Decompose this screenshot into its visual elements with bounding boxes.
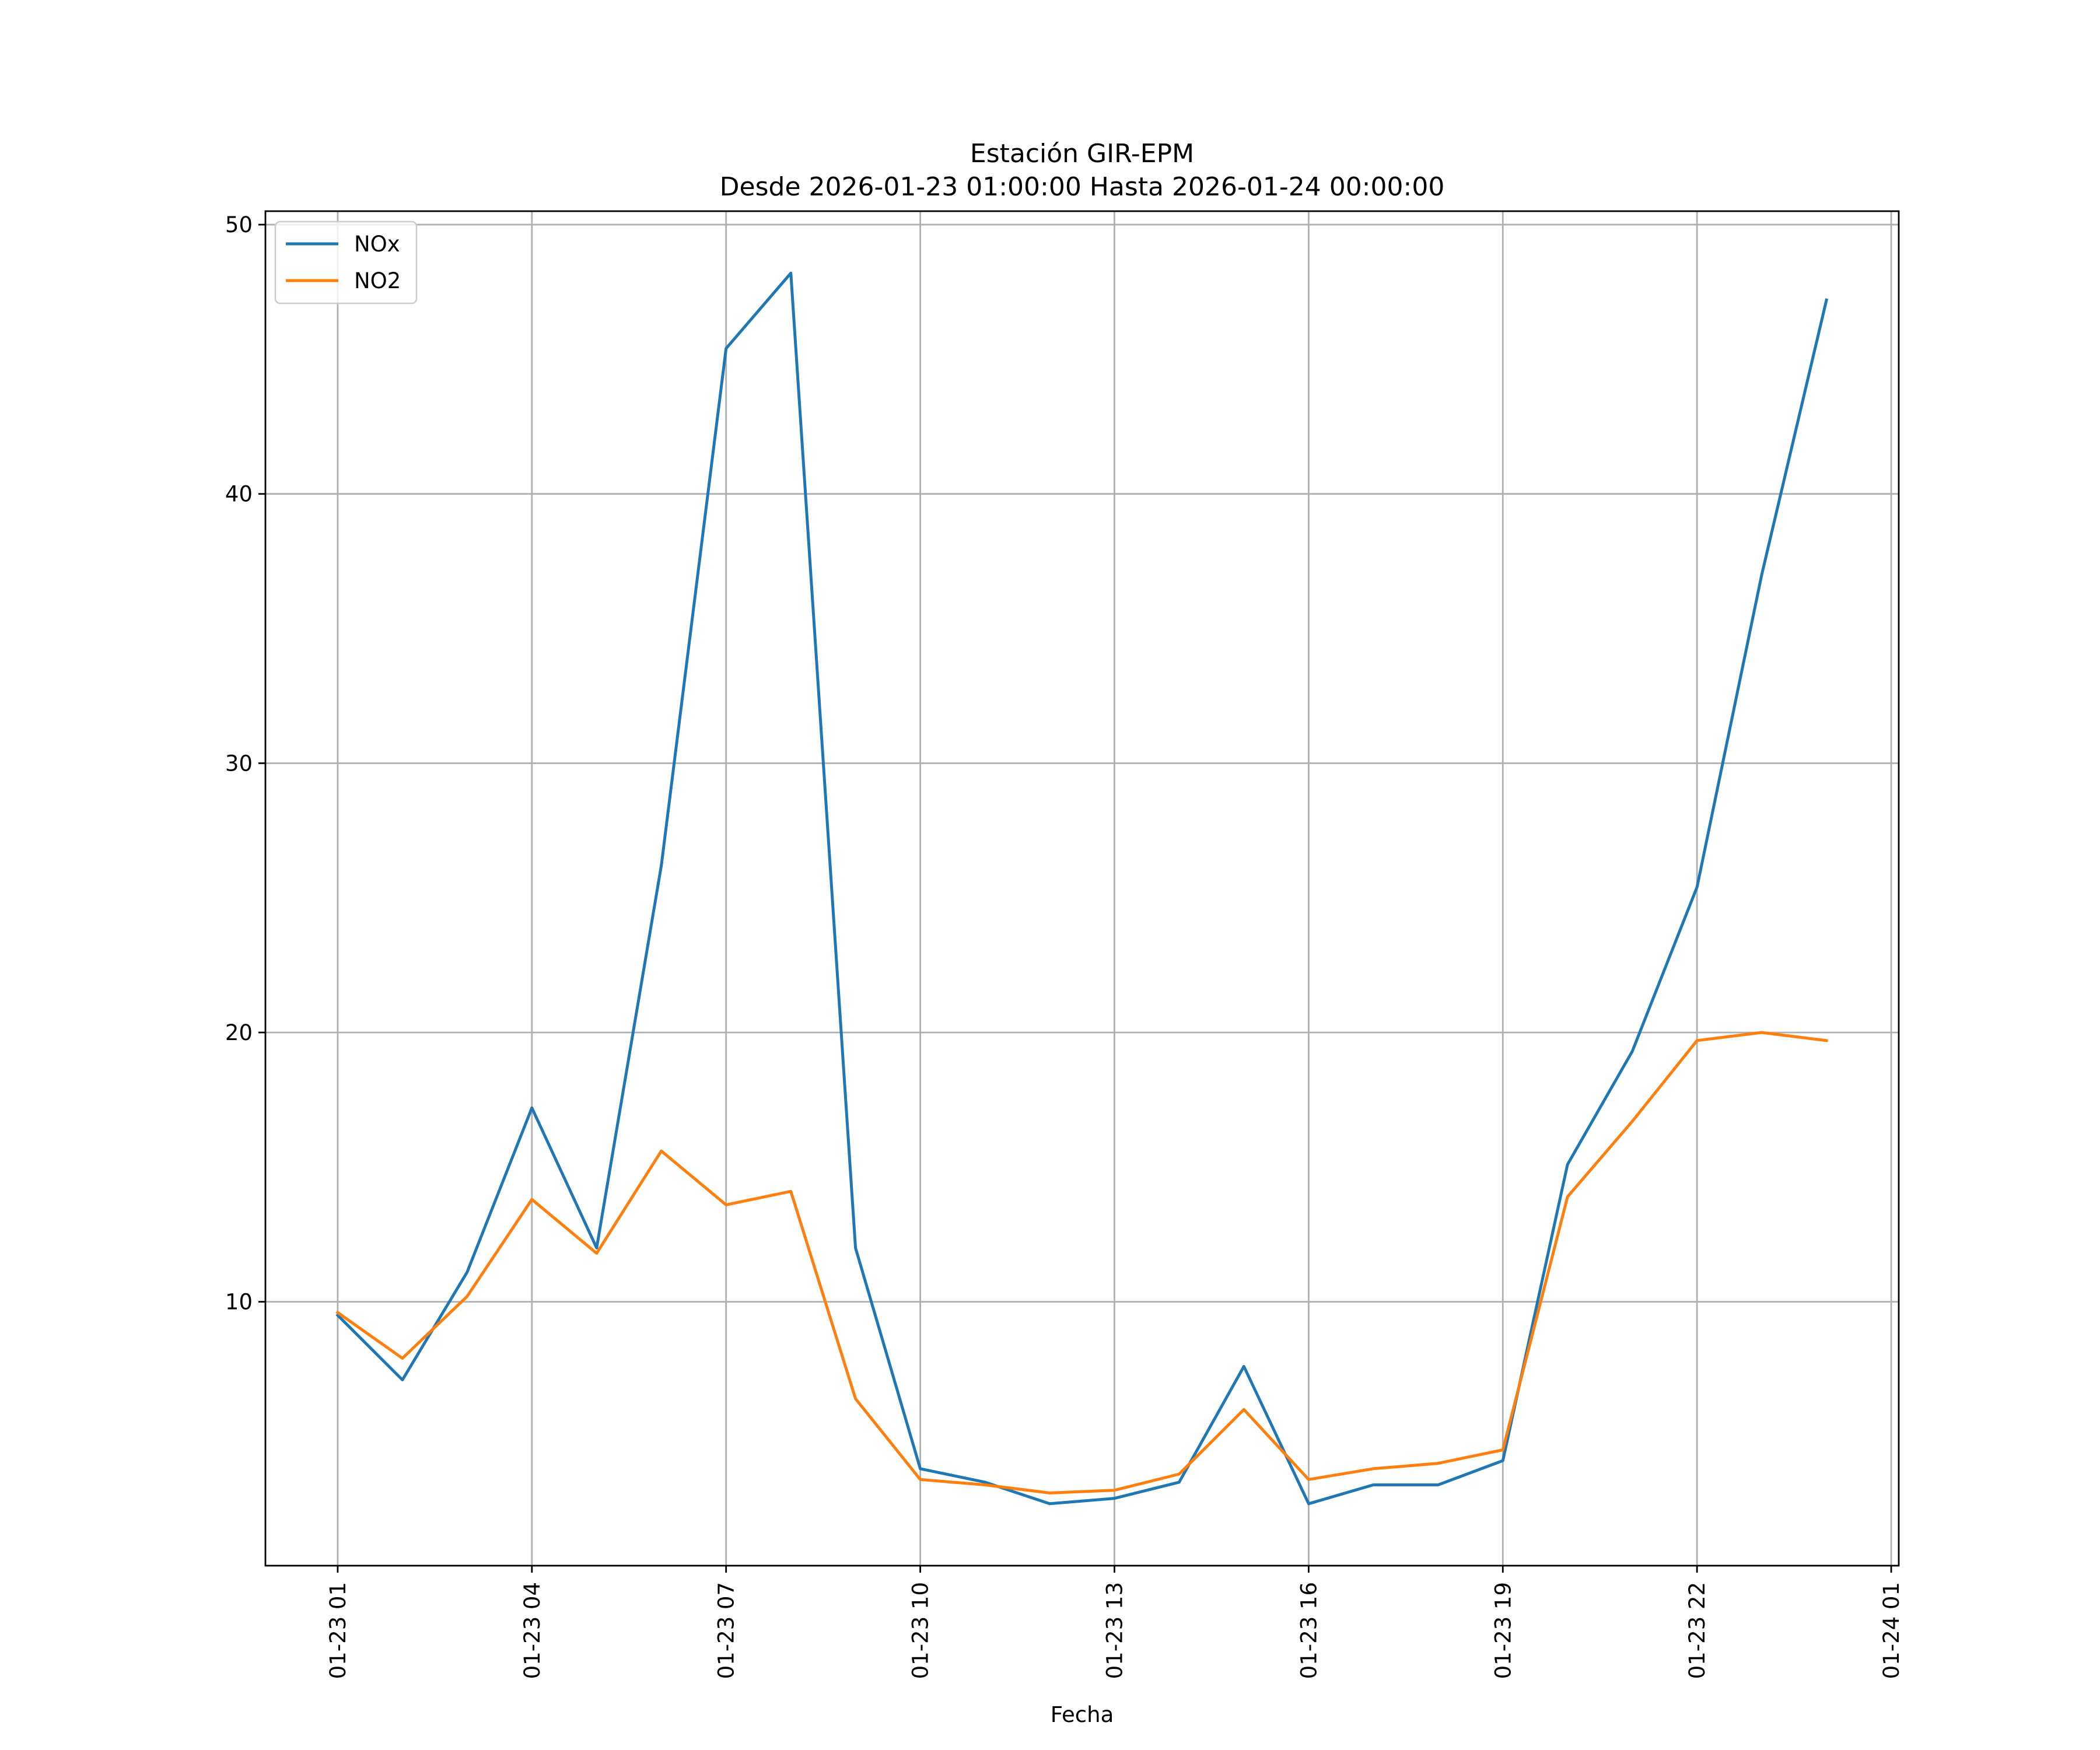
plot-area: [265, 211, 1899, 1566]
series-line-nox: [335, 271, 1829, 1506]
legend-box: [274, 220, 418, 304]
x-tick-label: 01-23 22: [1685, 1582, 1710, 1679]
legend-label-nox: NOx: [354, 232, 400, 257]
y-tick-label: 50: [225, 212, 253, 237]
x-tick-label: 01-23 19: [1490, 1582, 1516, 1679]
legend-label-no2: NO2: [354, 268, 401, 293]
x-axis-label: Fecha: [1051, 1702, 1114, 1727]
x-tick-label: 01-23 13: [1102, 1582, 1127, 1679]
plot-frame: [264, 210, 1900, 1567]
y-tick-label: 20: [225, 1020, 253, 1045]
x-tick-label: 01-23 01: [326, 1582, 351, 1679]
x-tick-label: 01-24 01: [1879, 1582, 1904, 1679]
chart-title: Estación GIR-EPM: [970, 139, 1194, 169]
y-tick-label: 30: [225, 751, 253, 776]
x-tick-label: 01-23 16: [1296, 1582, 1321, 1679]
x-axis: 01-23 01 01-23 04 01-23 07 01-23 10 01-23 13…: [326, 1566, 1904, 1679]
y-axis: 10 20 30 40 50: [225, 212, 265, 1315]
legend: NOx NO2: [274, 220, 418, 304]
series-line-no2: [335, 1031, 1828, 1494]
x-tick-label: 01-23 04: [520, 1582, 545, 1679]
y-tick-label: 10: [225, 1290, 253, 1315]
grid-lines: [265, 211, 1899, 1566]
chart-subtitle: Desde 2026-01-23 01:00:00 Hasta 2026-01-…: [720, 172, 1445, 202]
y-tick-label: 40: [225, 482, 253, 507]
x-tick-label: 01-23 10: [908, 1582, 933, 1679]
series-lines: [335, 271, 1829, 1506]
x-tick-label: 01-23 07: [714, 1582, 739, 1679]
